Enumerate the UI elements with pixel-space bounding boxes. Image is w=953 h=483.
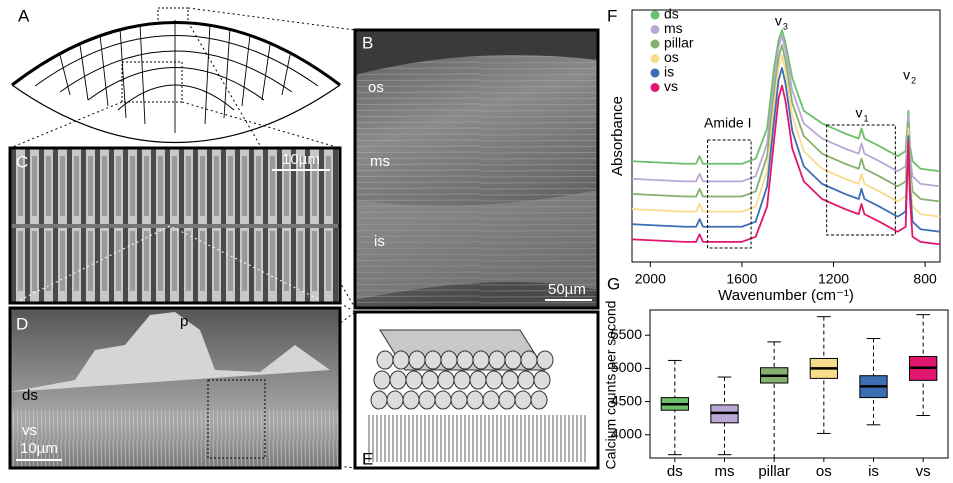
layer-label: ms bbox=[370, 153, 390, 170]
x-tick-label: 1600 bbox=[726, 271, 757, 287]
x-tick-label: 1200 bbox=[818, 271, 849, 287]
sem-image-d bbox=[10, 308, 340, 468]
x-tick-label: ms bbox=[715, 463, 735, 480]
x-tick-label: pillar bbox=[758, 463, 790, 480]
shell-diagram bbox=[12, 8, 340, 143]
x-tick-label: 800 bbox=[913, 271, 937, 287]
layer-label: is bbox=[374, 233, 385, 250]
legend-marker bbox=[651, 25, 660, 34]
layer-label: os bbox=[368, 79, 384, 96]
layer-label: ds bbox=[22, 387, 38, 404]
spectrum-line bbox=[632, 45, 940, 201]
peak-subscript: 2 bbox=[911, 75, 916, 85]
legend-label: vs bbox=[664, 78, 678, 94]
figure: A B os ms is 50µm C 10µm D p ds vs 10µm … bbox=[0, 0, 953, 483]
panel-letter: A bbox=[18, 6, 30, 25]
panel-letter: C bbox=[16, 152, 28, 171]
panel-letter: B bbox=[362, 33, 373, 52]
x-tick-label: 2000 bbox=[635, 271, 666, 287]
x-tick-label: is bbox=[868, 463, 879, 480]
sem-image-c bbox=[10, 148, 340, 303]
panel-letter: D bbox=[16, 314, 28, 333]
peak-label: v bbox=[903, 67, 910, 83]
panel-letter: G bbox=[607, 274, 620, 293]
sem-image-b bbox=[355, 30, 598, 308]
legend-marker bbox=[651, 40, 660, 49]
scale-label: 50µm bbox=[548, 281, 586, 298]
schematic-e bbox=[355, 312, 598, 468]
spectrum-line bbox=[632, 68, 940, 232]
panel-letter: F bbox=[607, 6, 617, 25]
layer-label: p bbox=[180, 313, 188, 330]
panel-letter: E bbox=[362, 449, 373, 468]
ftir-chart: 2000 1600 1200 800 Wavenumber (cm⁻¹) Absorban… bbox=[609, 6, 940, 304]
x-tick-label: ds bbox=[667, 463, 683, 480]
legend-marker bbox=[651, 83, 660, 92]
scale-label: 10µm bbox=[282, 151, 320, 168]
scale-label: 10µm bbox=[20, 440, 58, 457]
spectrum-line bbox=[632, 55, 940, 216]
y-axis-label: Absorbance bbox=[609, 96, 626, 176]
y-axis-label: Calcium counts per second bbox=[603, 301, 619, 470]
x-axis-label: Wavenumber (cm⁻¹) bbox=[718, 287, 854, 304]
amide-box bbox=[708, 140, 752, 248]
peak-label: v bbox=[775, 13, 782, 29]
legend-marker bbox=[651, 69, 660, 78]
peak-label: v bbox=[855, 105, 862, 121]
x-tick-label: vs bbox=[916, 463, 931, 480]
peak-subscript: 1 bbox=[863, 113, 868, 123]
amide-label: Amide I bbox=[704, 115, 751, 131]
legend-marker bbox=[651, 54, 660, 63]
peak-subscript: 3 bbox=[783, 21, 788, 31]
plot-frame bbox=[650, 310, 948, 458]
spectrum-line bbox=[632, 86, 940, 245]
layer-label: vs bbox=[22, 422, 37, 439]
x-tick-label: os bbox=[816, 463, 832, 480]
legend-marker bbox=[651, 11, 660, 20]
